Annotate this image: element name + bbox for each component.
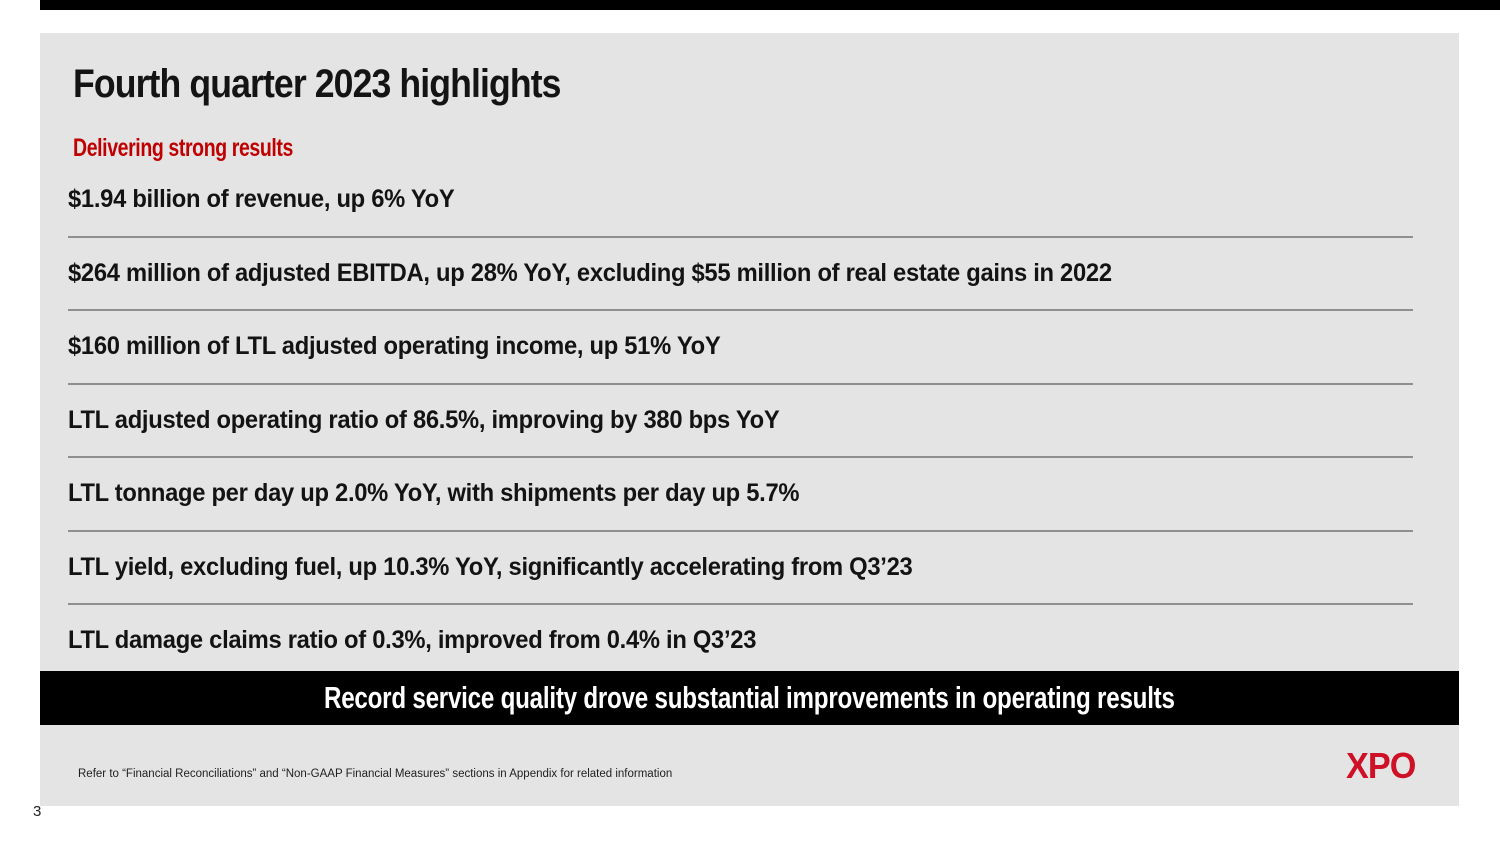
slide-subtitle: Delivering strong results — [73, 134, 355, 163]
page-number: 3 — [33, 803, 42, 820]
highlight-text: LTL yield, excluding fuel, up 10.3% YoY,… — [68, 552, 913, 581]
highlight-row: $160 million of LTL adjusted operating i… — [68, 311, 1413, 385]
highlight-text: LTL tonnage per day up 2.0% YoY, with sh… — [68, 479, 800, 508]
highlight-list: $1.94 billion of revenue, up 6% YoY $264 … — [68, 164, 1413, 677]
slide-body: Fourth quarter 2023 highlights Deliverin… — [40, 33, 1459, 806]
highlight-row: LTL damage claims ratio of 0.3%, improve… — [68, 605, 1413, 677]
highlight-row: LTL adjusted operating ratio of 86.5%, i… — [68, 385, 1413, 458]
highlight-text: LTL adjusted operating ratio of 86.5%, i… — [68, 405, 780, 434]
highlight-row: LTL tonnage per day up 2.0% YoY, with sh… — [68, 458, 1413, 532]
slide-subtitle-text: Delivering strong results — [73, 134, 293, 162]
highlight-text: $264 million of adjusted EBITDA, up 28% … — [68, 258, 1112, 287]
slide-title-text: Fourth quarter 2023 highlights — [73, 62, 561, 106]
top-accent-bar — [40, 0, 1500, 10]
banner-text: Record service quality drove substantial… — [324, 680, 1175, 715]
highlight-text: $160 million of LTL adjusted operating i… — [68, 332, 721, 361]
highlight-row: $1.94 billion of revenue, up 6% YoY — [68, 164, 1413, 238]
xpo-logo: XPO — [1346, 745, 1416, 786]
highlight-text: LTL damage claims ratio of 0.3%, improve… — [68, 626, 757, 655]
highlight-row: $264 million of adjusted EBITDA, up 28% … — [68, 238, 1413, 311]
banner: Record service quality drove substantial… — [40, 671, 1459, 725]
highlight-row: LTL yield, excluding fuel, up 10.3% YoY,… — [68, 532, 1413, 605]
slide-title: Fourth quarter 2023 highlights — [73, 62, 621, 107]
footnote: Refer to “Financial Reconciliations” and… — [78, 768, 673, 780]
highlight-text: $1.94 billion of revenue, up 6% YoY — [68, 185, 455, 214]
